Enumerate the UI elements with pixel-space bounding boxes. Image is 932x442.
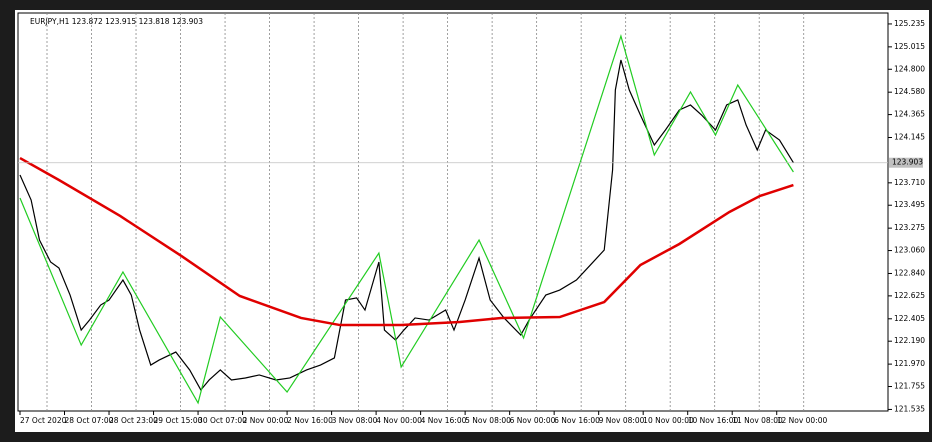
x-tick-label: 6 Nov 00:00 <box>510 416 556 425</box>
x-tick-label: 30 Oct 07:00 <box>198 416 247 425</box>
series-line <box>19 59 794 392</box>
y-tick-label: 122.840 <box>894 268 925 277</box>
chart-title: EURJPY,H1 123.872 123.915 123.818 123.90… <box>30 17 203 26</box>
y-tick-label: 121.755 <box>894 382 925 391</box>
x-tick-label: 4 Nov 00:00 <box>376 416 422 425</box>
y-tick-label: 123.060 <box>894 246 925 255</box>
x-tick-label: 10 Nov 16:00 <box>688 416 739 425</box>
x-tick-label: 29 Oct 15:00 <box>154 416 203 425</box>
y-tick-label: 124.365 <box>894 110 925 119</box>
x-tick-label: 28 Oct 07:00 <box>65 416 114 425</box>
last-price-label: 123.903 <box>892 158 923 167</box>
y-tick-label: 122.405 <box>894 314 925 323</box>
x-tick-label: 27 Oct 2020 <box>20 416 67 425</box>
y-tick-label: 122.190 <box>894 336 925 345</box>
last-price-box <box>889 157 923 168</box>
x-tick-label: 6 Nov 16:00 <box>554 416 600 425</box>
x-tick-label: 11 Nov 08:00 <box>732 416 783 425</box>
plot-border <box>17 12 889 412</box>
x-tick-label: 12 Nov 00:00 <box>777 416 828 425</box>
y-tick-label: 125.015 <box>894 42 925 51</box>
y-tick-label: 123.275 <box>894 223 925 232</box>
chart-area <box>15 10 929 432</box>
y-tick-label: 124.145 <box>894 133 925 142</box>
y-tick-label: 124.580 <box>894 87 925 96</box>
y-tick-label: 125.235 <box>894 19 925 28</box>
x-tick-label: 2 Nov 16:00 <box>287 416 333 425</box>
x-tick-label: 5 Nov 08:00 <box>465 416 511 425</box>
y-tick-label: 121.535 <box>894 404 925 413</box>
y-tick-label: 121.970 <box>894 359 925 368</box>
series-line <box>19 33 794 405</box>
y-tick-label: 124.800 <box>894 64 925 73</box>
series-line <box>19 156 794 327</box>
y-tick-label: 122.625 <box>894 291 925 300</box>
y-tick-label: 123.710 <box>894 178 925 187</box>
x-tick-label: 10 Nov 00:00 <box>643 416 694 425</box>
x-tick-label: 2 Nov 00:00 <box>243 416 289 425</box>
x-tick-label: 3 Nov 08:00 <box>332 416 378 425</box>
x-tick-label: 28 Oct 23:00 <box>109 416 158 425</box>
y-tick-label: 123.495 <box>894 200 925 209</box>
x-tick-label: 9 Nov 08:00 <box>599 416 645 425</box>
x-tick-label: 4 Nov 16:00 <box>421 416 467 425</box>
